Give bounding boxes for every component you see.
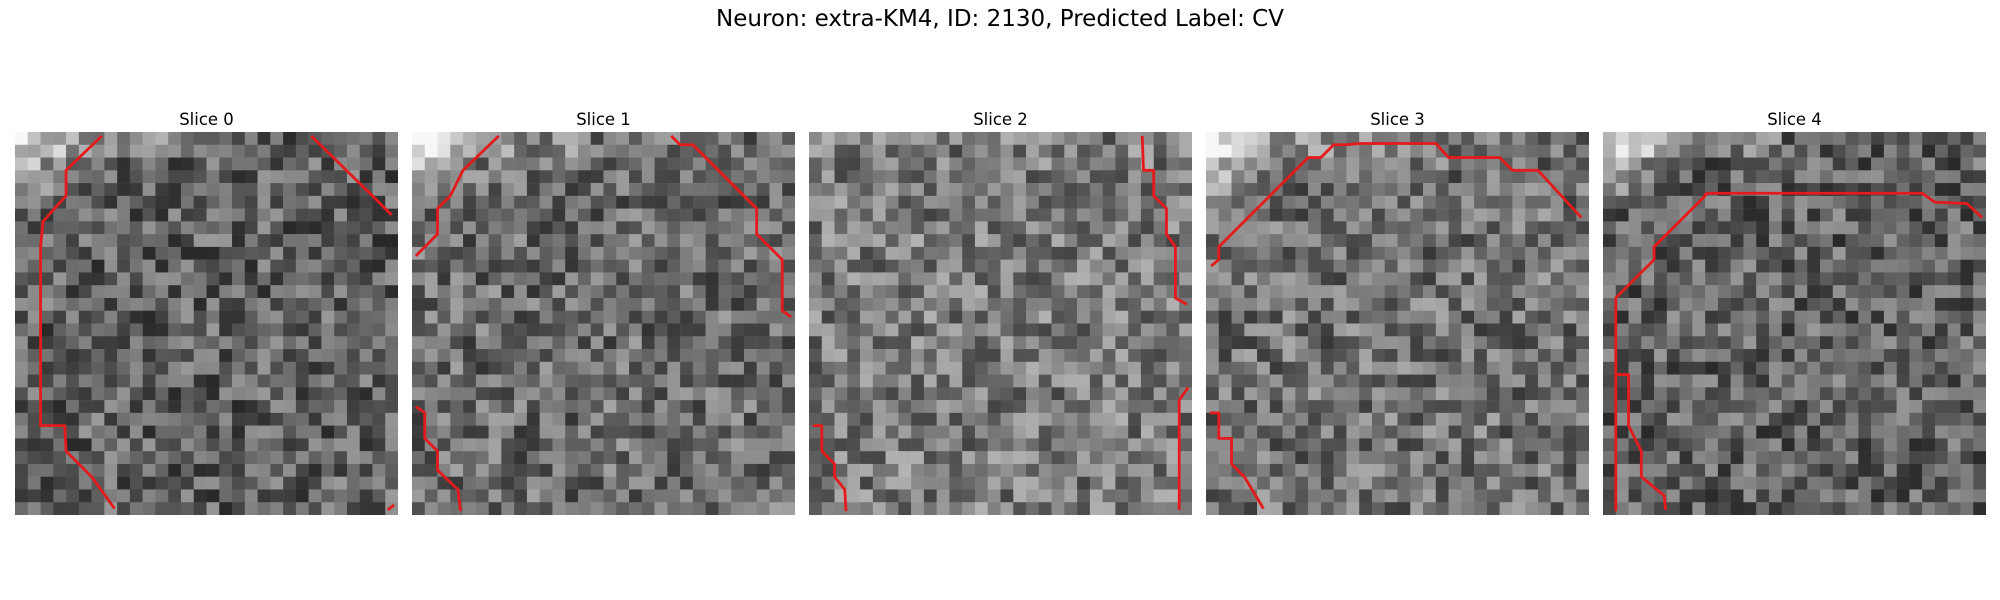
segmentation-contour: [415, 405, 462, 512]
pixel-grid: [412, 132, 795, 515]
slice-title: Slice 0: [179, 110, 234, 129]
slice-image: [809, 132, 1192, 515]
slice-panel-4: Slice 4: [1603, 108, 1986, 515]
pixel-grid: [809, 132, 1192, 515]
pixel-grid: [15, 132, 398, 515]
slice-image: [1603, 132, 1986, 515]
segmentation-contour: [1177, 386, 1190, 510]
slice-image: [412, 132, 795, 515]
slice-panel-3: Slice 3: [1206, 108, 1589, 515]
pixel-grid: [1206, 132, 1589, 515]
figure-title: Neuron: extra-KM4, ID: 2130, Predicted L…: [716, 6, 1284, 32]
slice-title: Slice 4: [1767, 110, 1822, 129]
segmentation-contour: [310, 134, 393, 216]
slice-image: [15, 132, 398, 515]
slice-panel-2: Slice 2: [809, 108, 1192, 515]
segmentation-contour: [39, 134, 116, 510]
slice-panel-0: Slice 0: [15, 108, 398, 515]
segmentation-contour: [386, 503, 396, 511]
segmentation-contour: [414, 134, 500, 257]
slice-panel-1: Slice 1: [412, 108, 795, 515]
segmentation-contour: [1209, 411, 1265, 510]
segmentation-contour: [1615, 373, 1667, 511]
slice-title: Slice 3: [1370, 110, 1425, 129]
slice-image: [1206, 132, 1589, 515]
segmentation-contour: [1140, 135, 1188, 306]
segmentation-contour: [812, 424, 848, 512]
slice-title: Slice 2: [973, 110, 1028, 129]
pixel-grid: [1603, 132, 1986, 515]
segmentation-contour: [1210, 142, 1583, 268]
segmentation-contour: [1614, 191, 1984, 512]
slice-title: Slice 1: [576, 110, 631, 129]
segmentation-contour: [670, 134, 792, 319]
